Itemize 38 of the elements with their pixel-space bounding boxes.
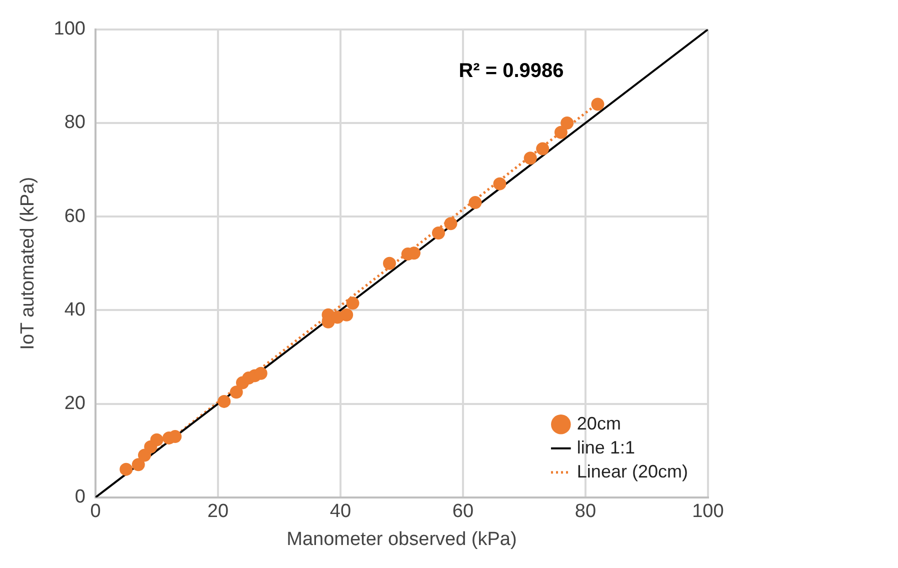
point — [340, 308, 354, 322]
point — [591, 98, 604, 111]
point — [444, 217, 458, 230]
point — [554, 126, 568, 139]
legend-label: Linear (20cm) — [576, 461, 688, 482]
point — [254, 366, 268, 380]
point — [468, 196, 482, 210]
x-tick-label: 80 — [574, 501, 596, 522]
y-tick-label: 60 — [64, 206, 86, 227]
y-tick-label: 100 — [54, 18, 86, 40]
point — [230, 386, 243, 399]
annotation: R² = 0.9986 — [458, 60, 564, 82]
point — [120, 462, 133, 476]
point — [132, 458, 145, 472]
point — [138, 448, 151, 462]
x-tick-label: 20 — [207, 501, 229, 522]
point — [150, 433, 164, 446]
x-tick-label: 60 — [452, 501, 474, 522]
point — [432, 226, 445, 240]
point — [382, 256, 396, 270]
point — [524, 152, 537, 165]
y-tick-label: 40 — [64, 299, 86, 320]
y-tick-label: 20 — [64, 393, 86, 414]
x-tick-label: 40 — [330, 501, 352, 522]
y-tick-label: 0 — [74, 486, 86, 508]
point — [168, 430, 182, 444]
point — [346, 296, 360, 310]
y-tick-label: 80 — [64, 112, 86, 134]
point — [560, 116, 574, 130]
point — [218, 394, 231, 408]
x-tick-label: 0 — [90, 501, 101, 522]
x-tick-label: 100 — [692, 501, 724, 522]
legend-label: line 1:1 — [576, 437, 635, 458]
legend-label: 20cm — [576, 413, 621, 434]
y-axis-title: IoT automated (kPa) — [18, 176, 39, 350]
point — [493, 177, 506, 190]
x-axis-title: Manometer observed (kPa) — [286, 528, 517, 550]
point — [536, 142, 550, 156]
